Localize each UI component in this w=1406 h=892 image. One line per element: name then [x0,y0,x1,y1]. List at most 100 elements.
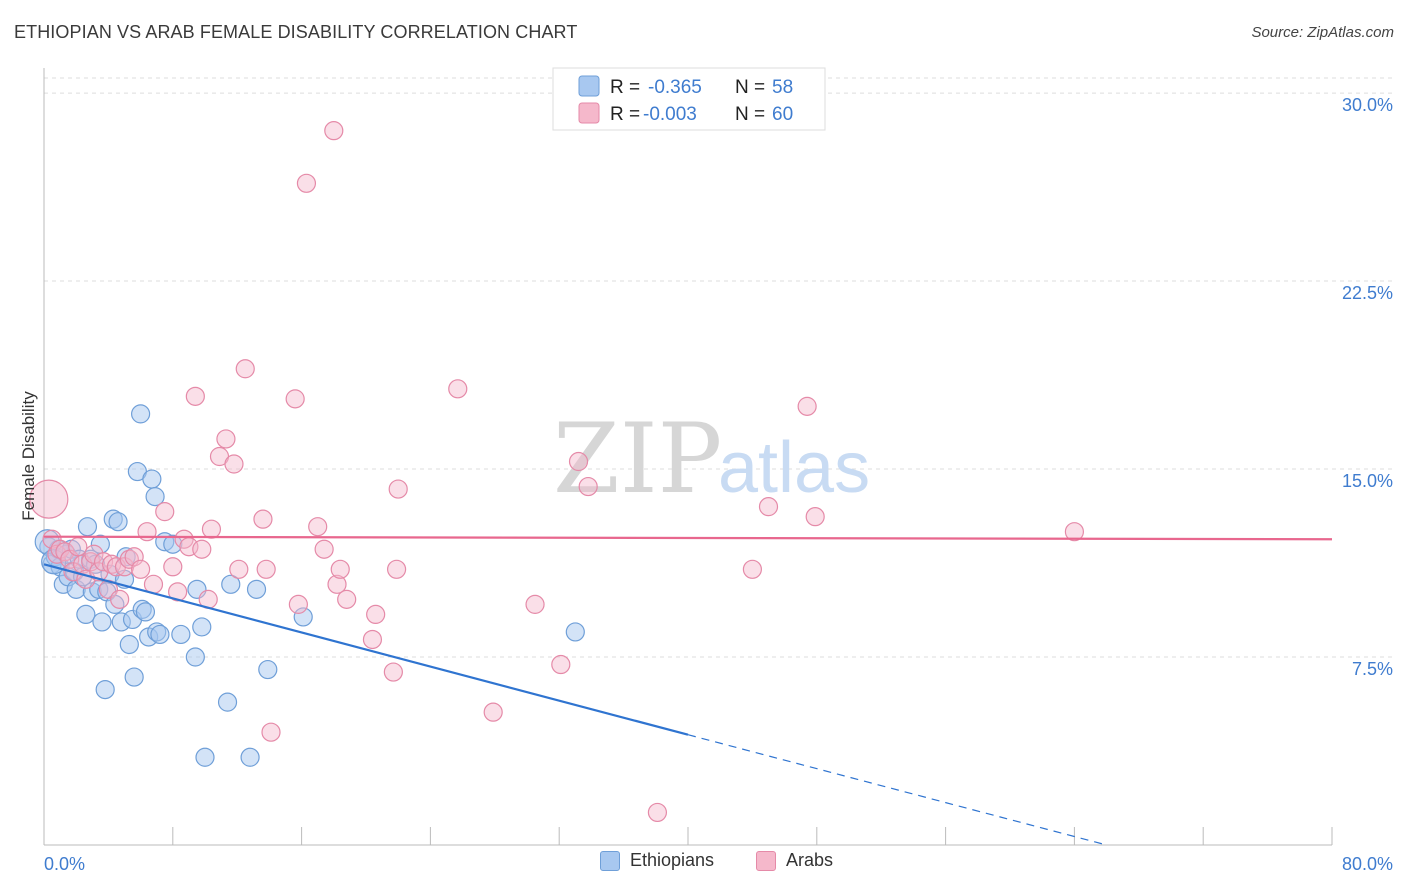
data-point-arabs [155,502,175,522]
series-arabs-points [29,121,1085,823]
data-point-ethiopians [77,517,98,537]
data-point-arabs [224,454,244,474]
x-tick-label-min: 0.0% [44,854,85,874]
data-point-arabs [758,497,779,517]
data-point-ethiopians [145,487,165,507]
data-point-arabs [185,386,205,406]
data-point-arabs [296,173,317,193]
data-point-ethiopians [119,634,139,655]
data-point-ethiopians [246,579,267,599]
trend-line-ethiopians-extrapolated [687,734,1107,846]
data-point-ethiopians [163,534,183,554]
data-point-arabs [568,451,589,472]
axes [43,68,1333,846]
data-point-arabs [163,557,183,577]
chart-title: ETHIOPIAN VS ARAB FEMALE DISABILITY CORR… [14,22,578,42]
data-point-ethiopians [293,607,313,627]
legend-item-ethiopians[interactable]: Ethiopians [600,850,714,871]
legend-n-label-arabs: N = [735,104,765,125]
legend-swatch-ethiopians [600,850,620,871]
legend-n-value-ethiopians: 58 [772,77,793,98]
legend-top: R = -0.365 N = 58 R = -0.003 N = 60 [552,67,826,131]
y-tick-label: 7.5% [1352,659,1393,679]
data-point-arabs [216,429,236,449]
legend-label-arabs: Arabs [786,850,834,870]
data-point-ethiopians [108,512,128,532]
data-point-arabs [110,589,130,609]
legend-n-label-ethiopians: N = [735,77,765,98]
data-point-arabs [285,389,305,409]
data-point-arabs [168,582,188,602]
data-point-arabs [383,662,403,682]
y-axis-label: Female Disability [19,391,38,521]
data-point-ethiopians [92,612,112,632]
y-tick-label: 30.0% [1342,95,1393,115]
legend-r-label-arabs: R = [610,104,640,125]
data-point-arabs [525,594,545,614]
data-point-arabs [288,594,308,614]
data-point-ethiopians [565,622,585,642]
data-point-arabs [201,519,222,539]
data-point-arabs [647,802,668,823]
data-point-ethiopians [240,747,260,767]
data-point-arabs [192,539,212,559]
data-point-arabs [578,476,598,497]
data-point-arabs [448,379,468,399]
data-point-arabs [308,517,328,537]
data-point-ethiopians [258,659,278,680]
data-point-arabs [261,722,281,742]
watermark: ZIP atlas [553,403,870,515]
series-ethiopians-points [34,404,585,767]
data-point-arabs [366,604,386,625]
trend-lines [43,535,1333,846]
data-point-ethiopians [171,624,191,645]
data-point-arabs [42,529,62,549]
legend-swatch-arabs [756,850,776,871]
data-point-arabs [386,559,407,579]
data-point-arabs [314,539,334,559]
data-point-arabs [256,559,276,579]
y-tick-label: 22.5% [1342,283,1393,303]
data-point-arabs [327,574,347,594]
trend-line-arabs [43,535,1333,541]
legend-item-arabs[interactable]: Arabs [756,850,833,871]
data-point-arabs [1064,522,1085,542]
y-tick-labels: 7.5% 15.0% 22.5% 30.0% [1342,95,1393,679]
data-point-ethiopians [217,692,238,712]
data-point-ethiopians [150,624,170,645]
data-point-arabs [797,396,817,416]
y-tick-label: 15.0% [1342,471,1393,491]
data-point-arabs [337,589,357,609]
legend-bottom: Ethiopians Arabs [0,850,1406,878]
data-point-ethiopians [76,604,96,625]
data-point-arabs [483,702,503,722]
legend-swatch-arabs [578,102,600,124]
data-point-arabs [84,544,104,564]
data-point-ethiopians [195,747,215,767]
data-point-ethiopians [221,574,241,594]
legend-swatch-ethiopians [578,75,600,97]
data-point-arabs [124,547,144,567]
legend-r-value-ethiopians: -0.365 [648,77,702,98]
legend-label-ethiopians: Ethiopians [630,850,715,870]
data-point-ethiopians [185,647,205,667]
data-point-ethiopians [95,679,115,700]
data-point-arabs [29,479,69,519]
data-point-ethiopians [192,617,212,637]
source-credit: Source: ZipAtlas.com [1251,24,1394,41]
data-point-arabs [131,559,151,579]
watermark-zip: ZIP [553,403,722,515]
data-point-ethiopians [135,602,156,622]
legend-n-value-arabs: 60 [772,104,793,125]
data-point-arabs [742,559,763,579]
data-point-arabs [362,629,383,650]
data-point-arabs [253,509,273,529]
data-point-ethiopians [131,404,151,424]
data-point-arabs [229,559,249,579]
data-point-arabs [388,479,408,499]
data-point-arabs [330,559,350,579]
data-point-ethiopians [124,667,144,687]
legend-r-value-arabs: -0.003 [643,104,697,125]
data-point-ethiopians [142,469,162,489]
data-point-arabs [324,121,344,141]
